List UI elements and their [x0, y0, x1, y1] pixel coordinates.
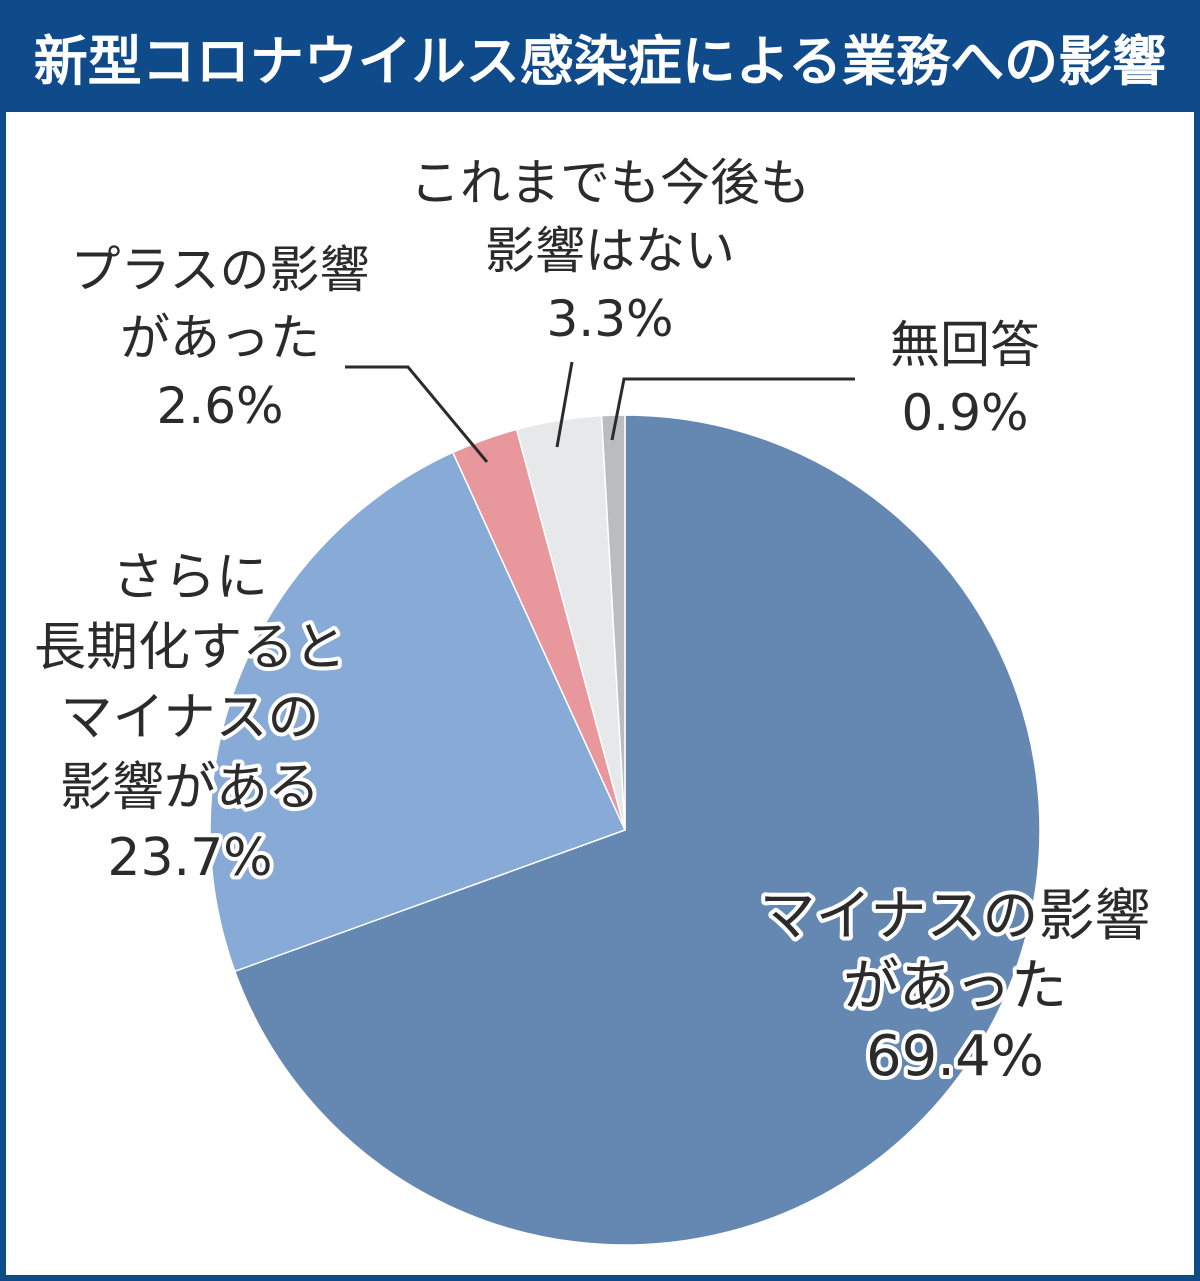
slice-label-minus-impact: マイナスの影響があった 69.4%	[760, 884, 1151, 1089]
slice-value-prolonged-minus: 23.7%	[107, 828, 272, 888]
slice-label-prolonged-minus: さらに長期化するとマイナスの影響がある 23.7%	[34, 548, 346, 888]
leader-plus-impact	[345, 365, 489, 463]
slice-category-plus-impact: があった	[120, 309, 320, 367]
leader-no-impact	[555, 361, 574, 448]
slice-category-prolonged-minus: 影響がある	[60, 758, 320, 818]
slice-value-no-impact: 3.3%	[546, 290, 673, 348]
slice-category-minus-impact: マイナスの影響	[760, 884, 1151, 949]
slice-category-plus-impact: プラスの影響	[71, 241, 370, 299]
title-bar	[0, 0, 1200, 112]
slice-category-no-impact: 影響はない	[485, 222, 735, 280]
chart-title: 新型コロナウイルス感染症による業務への影響	[34, 30, 1166, 93]
slice-category-no-answer: 無回答	[890, 316, 1040, 374]
slice-category-prolonged-minus: 長期化すると	[34, 618, 346, 678]
slice-value-no-answer: 0.9%	[901, 384, 1028, 442]
slice-category-minus-impact: があった	[843, 954, 1067, 1019]
slice-category-no-impact: これまでも今後も	[410, 154, 810, 212]
slice-category-prolonged-minus: マイナスの	[61, 688, 320, 748]
leader-lines	[345, 361, 855, 463]
slice-labels: マイナスの影響があった 69.4%さらに長期化するとマイナスの影響がある 23.7%…	[30, 150, 1154, 1093]
slice-value-plus-impact: 2.6%	[156, 377, 283, 435]
slice-label-plus-impact: プラスの影響があった 2.6%	[71, 241, 370, 435]
slice-label-no-impact: これまでも今後も影響はない 3.3%	[410, 154, 810, 348]
pie-slices	[209, 414, 1041, 1246]
slice-value-minus-impact: 69.4%	[866, 1024, 1044, 1089]
pie-slice-minus-impact	[233, 414, 1041, 1246]
pie-slice-no-answer	[600, 414, 626, 831]
leader-no-answer	[610, 377, 855, 441]
slice-label-no-answer: 無回答 0.9%	[890, 316, 1040, 442]
pie-slice-prolonged-minus	[209, 451, 627, 973]
slice-category-prolonged-minus: さらに	[112, 548, 268, 608]
